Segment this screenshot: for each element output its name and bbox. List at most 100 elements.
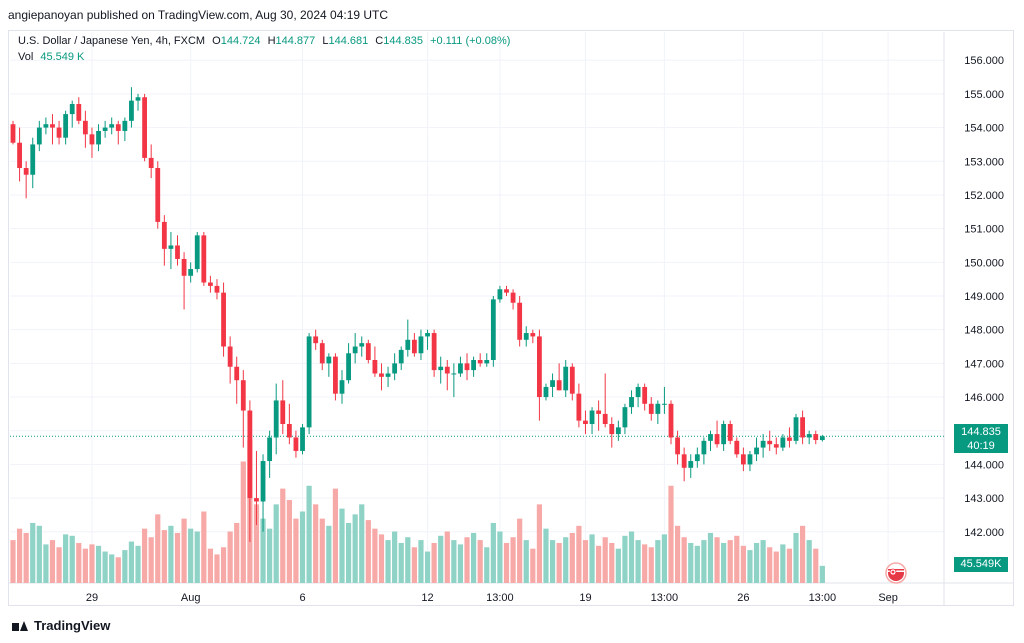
candle-body — [129, 100, 134, 121]
volume-bar — [464, 537, 470, 583]
volume-bar — [471, 532, 477, 583]
candle-body — [458, 363, 463, 374]
candle-body — [319, 343, 325, 364]
volume-bar — [339, 508, 345, 583]
price-tick-label: 153.000 — [964, 156, 1004, 168]
candle-body — [589, 410, 595, 424]
candle-body — [714, 434, 720, 445]
candle-body — [655, 403, 661, 414]
candle-body — [23, 168, 29, 175]
volume-bar — [82, 548, 88, 583]
volume-bar — [313, 504, 319, 583]
volume-bar — [444, 531, 450, 583]
chart-frame — [8, 30, 1014, 606]
candle-body — [418, 336, 424, 354]
candle-body — [773, 444, 779, 448]
volume-bar — [510, 537, 516, 583]
volume-bar — [609, 542, 615, 583]
candle-body — [681, 454, 687, 468]
candle-body — [76, 104, 82, 121]
volume-bar — [385, 540, 391, 583]
volume-bar — [148, 537, 154, 583]
volume-bar — [503, 542, 510, 583]
volume-bar — [714, 537, 720, 583]
candle-body — [10, 124, 16, 143]
price-tick-label: 152.000 — [964, 190, 1004, 202]
candle-body — [398, 349, 404, 364]
candle-body — [622, 407, 628, 428]
price-tick-label: 151.000 — [964, 224, 1004, 236]
candle-body — [556, 380, 562, 391]
volume-bar — [293, 518, 299, 583]
volume-bar — [181, 518, 187, 583]
candle-body — [787, 437, 792, 441]
volume-bar — [490, 522, 496, 583]
candle-body — [181, 258, 187, 276]
candle-body — [530, 333, 536, 337]
time-tick-label: 12 — [421, 592, 433, 604]
candle-body — [392, 363, 398, 374]
candle-body — [701, 440, 707, 455]
candle-body — [438, 366, 444, 371]
price-tick-label: 148.000 — [964, 325, 1004, 337]
volume-bar — [286, 500, 292, 583]
candle-body — [688, 461, 694, 468]
volume-bar — [523, 540, 529, 583]
volume-tag: 45.549K — [954, 557, 1008, 572]
candle-body — [102, 127, 108, 131]
candle-body — [727, 424, 733, 441]
candle-body — [550, 380, 555, 387]
volume-bar — [188, 528, 194, 583]
volume-bar — [707, 532, 714, 583]
volume-bar — [201, 511, 207, 583]
volume-bar — [563, 537, 569, 583]
low-value: 144.681 — [328, 35, 369, 47]
candle-body — [754, 447, 759, 455]
close-label: C — [375, 35, 384, 47]
price-tick-label: 154.000 — [964, 123, 1004, 135]
volume-bar — [69, 535, 75, 583]
candle-body — [734, 440, 740, 455]
volume-bar — [596, 545, 602, 583]
candle-body — [708, 434, 713, 441]
candle-body — [648, 403, 654, 414]
candle-body — [576, 393, 582, 421]
candle-body — [155, 168, 161, 222]
volume-bar — [418, 540, 424, 583]
volume-bar — [484, 547, 490, 583]
candle-body — [135, 97, 141, 101]
candle-body — [583, 420, 588, 424]
chart-legend: U.S. Dollar / Japanese Yen, 4h, FXCM O14… — [18, 34, 510, 65]
volume-bar — [161, 530, 167, 583]
candle-body — [234, 366, 240, 381]
volume-bar — [273, 504, 279, 583]
volume-bar — [220, 547, 227, 583]
candle-body — [221, 292, 226, 347]
candle-body — [56, 127, 62, 138]
volume-bar — [721, 542, 727, 583]
volume-bar — [392, 531, 398, 583]
volume-bar — [602, 537, 608, 583]
candle-body — [379, 373, 384, 377]
volume-bar — [780, 544, 786, 583]
volume-bar — [174, 532, 181, 583]
volume-bar — [582, 540, 589, 583]
volume-bar — [740, 545, 746, 583]
us-japan-flag-icon[interactable] — [885, 562, 907, 584]
volume-bar — [135, 545, 141, 583]
candle-body — [214, 285, 220, 293]
candle-body — [293, 437, 299, 451]
footer-brand[interactable]: TradingView — [12, 618, 110, 633]
bar-countdown: 40:19 — [967, 440, 995, 452]
brand-name: TradingView — [34, 618, 111, 633]
candle-body — [339, 380, 345, 394]
ohlc-row: U.S. Dollar / Japanese Yen, 4h, FXCM O14… — [18, 34, 510, 49]
candle-body — [813, 434, 819, 441]
price-tick-label: 156.000 — [964, 55, 1004, 67]
candle-body — [300, 427, 305, 451]
candle-body — [629, 397, 634, 408]
volume-bar — [589, 534, 595, 583]
last-price-tag: 144.835 40:19 — [954, 424, 1008, 453]
candle-body — [444, 366, 450, 374]
